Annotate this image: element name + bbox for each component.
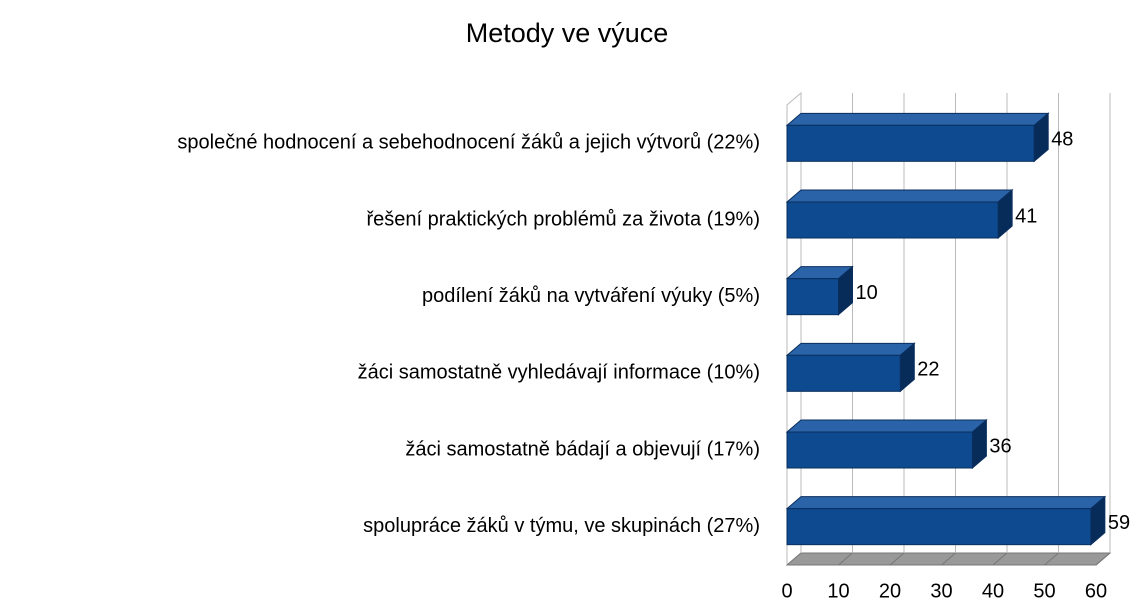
floor-tick	[786, 552, 802, 566]
x-tick-label: 50	[1033, 580, 1055, 602]
bar	[786, 124, 1035, 162]
y-tick-label: řešení praktických problémů za života (1…	[367, 208, 761, 230]
x-tick-label: 20	[879, 580, 901, 602]
left-wall	[786, 91, 802, 567]
y-tick-label: společné hodnocení a sebehodnocení žáků …	[177, 132, 760, 154]
bar	[786, 431, 973, 469]
floor-tick	[1044, 552, 1059, 566]
bar	[786, 508, 1092, 546]
bar	[786, 354, 901, 392]
x-tick-label: 40	[982, 580, 1004, 602]
y-tick-label: žáci samostatně vyhledávají informace (1…	[358, 362, 760, 384]
x-tick-label: 10	[827, 580, 849, 602]
bar-top	[785, 419, 988, 433]
chart-title: Metody ve výuce	[466, 18, 669, 48]
data-label: 59	[1108, 512, 1130, 534]
y-tick-label: podílení žáků na vytváření výuky (5%)	[422, 285, 760, 307]
y-tick-label: žáci samostatně bádají a objevují (17%)	[405, 438, 760, 460]
data-label: 48	[1051, 129, 1073, 151]
bar-top	[785, 189, 1014, 203]
bar	[786, 201, 999, 239]
bar-top	[785, 496, 1107, 510]
bar-top	[785, 112, 1050, 126]
floor-tick	[838, 552, 853, 566]
data-label: 10	[856, 282, 878, 304]
y-tick-label: spolupráce žáků v týmu, ve skupinách (27…	[363, 515, 760, 537]
bar	[786, 278, 839, 316]
data-label: 41	[1015, 205, 1037, 227]
x-tick-label: 30	[930, 580, 952, 602]
floor-tick	[889, 552, 905, 566]
data-label: 36	[989, 435, 1011, 457]
floor-tick	[941, 552, 956, 566]
x-tick-label: 60	[1085, 580, 1107, 602]
x-tick-label: 0	[781, 580, 792, 602]
bar-top	[785, 342, 916, 356]
data-label: 22	[917, 359, 939, 381]
floor-tick	[1095, 552, 1111, 566]
floor-tick	[992, 552, 1008, 566]
